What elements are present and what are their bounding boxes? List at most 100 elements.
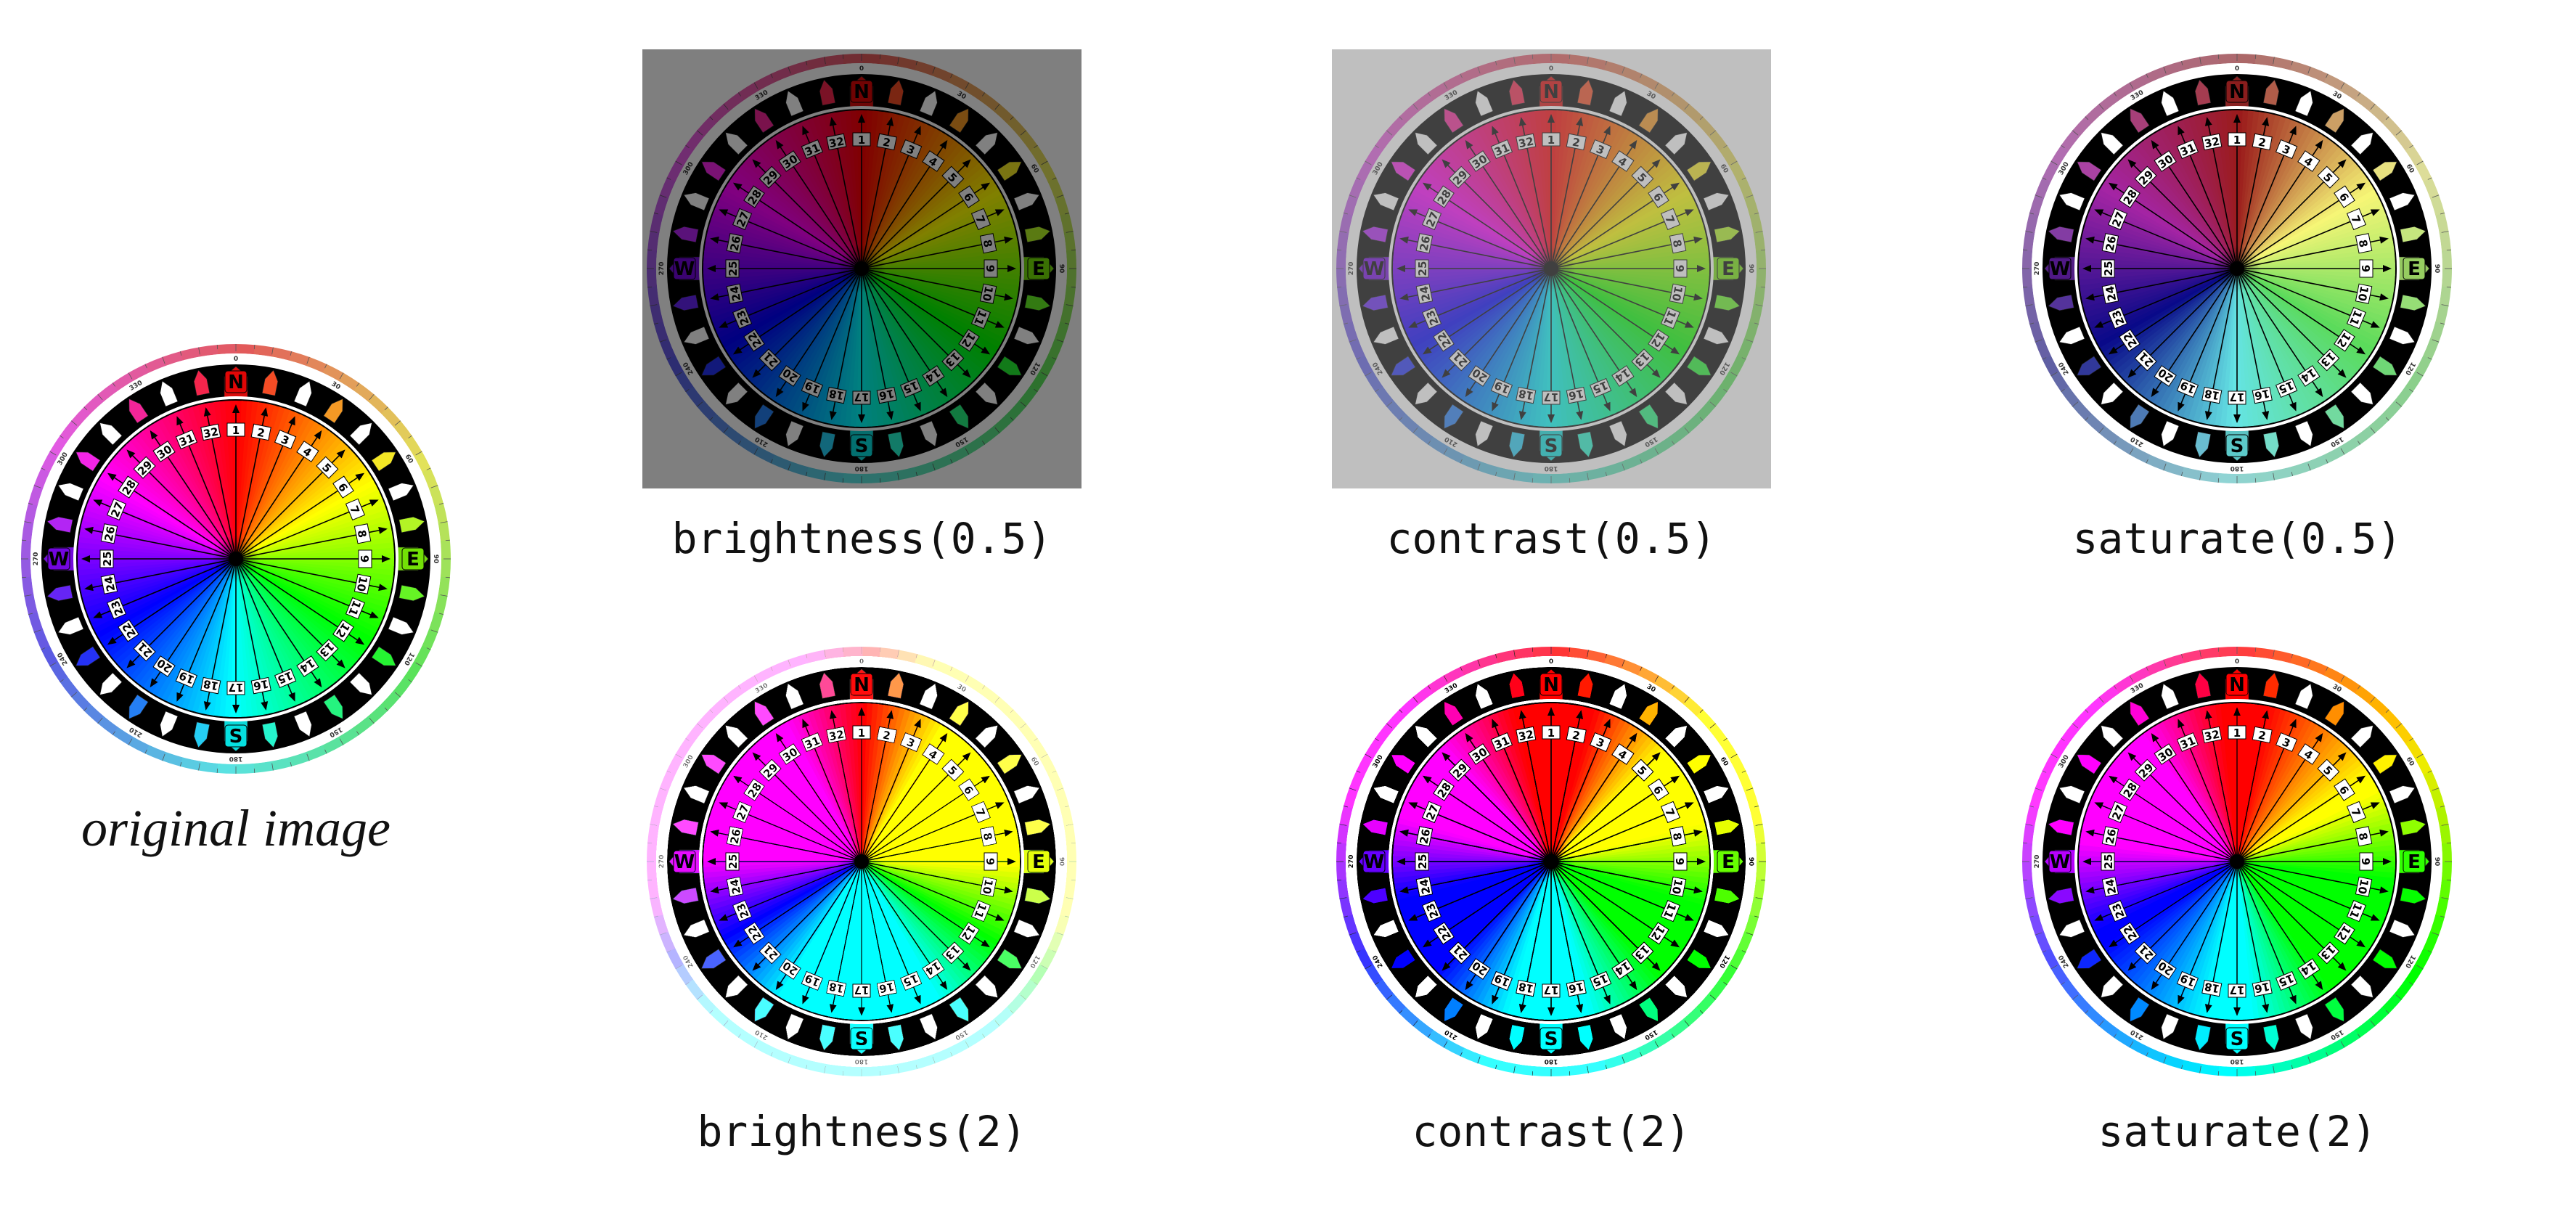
- cardinal-box: [850, 673, 873, 696]
- degree-tick: [2035, 195, 2043, 198]
- point-tag: 32: [826, 726, 847, 743]
- pointer-marker: [1686, 356, 1712, 376]
- outer-rim-segment: [2199, 54, 2220, 67]
- degree-tick: [2163, 463, 2167, 471]
- outer-rim-segment: [1568, 1063, 1589, 1076]
- pointer-marker: [2194, 431, 2212, 458]
- outer-rim-segment: [931, 1047, 953, 1064]
- point-tag: 2: [1566, 133, 1587, 151]
- spoke-arrow: [1629, 732, 1637, 742]
- degree-tick: [932, 1056, 936, 1064]
- outer-rim-segment: [1669, 685, 1690, 705]
- cardinal-box: [1540, 1027, 1563, 1050]
- point-tag: 8: [979, 233, 997, 254]
- degree-tick: [1427, 1034, 1431, 1038]
- spoke-arrow: [858, 414, 865, 423]
- outer-rim-segment: [2061, 129, 2081, 151]
- outer-rim-segment: [1696, 116, 1717, 138]
- outer-rim-segment: [770, 659, 793, 676]
- degree-tick: [2199, 1065, 2201, 1073]
- outer-rim-segment: [2023, 230, 2035, 251]
- outer-rim-segment: [931, 66, 954, 83]
- degree-tick: [2370, 103, 2376, 110]
- degree-tick: [1654, 82, 1659, 89]
- spoke-arrow: [2337, 159, 2347, 168]
- outer-rim-segment: [1718, 371, 1738, 393]
- point-tag: 15: [1589, 970, 1612, 991]
- outer-rim-segment: [1494, 1059, 1516, 1073]
- degree-tick: [1672, 1034, 1675, 1038]
- panel-brightness-two: 0 30 60 90 120 150 180 210 240 270 300 330 N E S W 1 2 3 4 5…: [642, 642, 1085, 1172]
- white-ring: [73, 396, 398, 721]
- outer-rim-segment: [769, 1047, 792, 1064]
- outer-rim-segment: [2050, 370, 2069, 392]
- outer-rim-segment: [1568, 470, 1589, 483]
- degree-tick: [2042, 950, 2047, 953]
- outer-rim-segment: [128, 364, 150, 381]
- degree-tick: [685, 982, 690, 986]
- outer-rim-segment: [2254, 54, 2276, 67]
- pointer-marker: [1475, 1013, 1494, 1040]
- outer-rim-segment: [2025, 896, 2039, 917]
- degree-tick: [1622, 659, 1625, 667]
- point-label: 16: [2254, 980, 2271, 996]
- spoke-arrow: [1693, 293, 1703, 301]
- spoke-arrow: [2356, 775, 2366, 784]
- pointer-marker: [1391, 161, 1416, 181]
- outer-rim-segment: [1696, 709, 1717, 731]
- outer-rim-segment: [860, 472, 880, 483]
- pointer-marker: [2161, 1013, 2180, 1040]
- spoke-arrow: [994, 321, 1005, 328]
- outer-rim-segment: [1349, 338, 1365, 360]
- outer-rim-segment: [654, 194, 669, 216]
- outer-rim-segment: [1707, 386, 1727, 408]
- outer-rim-segment: [270, 757, 292, 771]
- pointer-marker: [997, 949, 1022, 969]
- pointer-marker: [949, 997, 969, 1022]
- degree-tick: [1065, 915, 1070, 917]
- outer-rim-segment: [1054, 915, 1069, 936]
- degree-tick: [1746, 932, 1754, 936]
- pointer-marker: [725, 975, 748, 998]
- point-label: 10: [354, 576, 370, 593]
- pointer-marker: [2130, 997, 2150, 1022]
- outer-rim-segment: [367, 394, 389, 414]
- spoke-arrow: [1693, 886, 1703, 894]
- degree-tick: [675, 965, 682, 970]
- degree-tick: [650, 231, 658, 233]
- outer-rim-segment: [1551, 54, 1571, 65]
- pointer-marker: [725, 382, 748, 405]
- outer-rim-segment: [647, 230, 660, 251]
- outer-rim-segment: [1587, 57, 1608, 71]
- degree-tick: [290, 351, 292, 356]
- point-label: 2: [882, 729, 892, 743]
- spoke-arrow: [1697, 265, 1706, 272]
- degree-tick: [723, 696, 729, 703]
- outer-rim-segment: [2290, 654, 2312, 669]
- outer-rim-segment: [1398, 413, 1420, 433]
- degree-label: 0: [2235, 65, 2239, 73]
- degree-tick: [709, 709, 713, 713]
- point-tag: 25: [725, 852, 740, 871]
- point-tag: 16: [1566, 980, 1587, 997]
- degree-tick: [1640, 459, 1643, 464]
- degree-tick: [1056, 339, 1064, 343]
- point-tag: 8: [1669, 233, 1687, 254]
- point-tag: 18: [2201, 387, 2223, 404]
- outer-rim-segment: [1637, 666, 1660, 684]
- pointer-marker: [1415, 975, 1438, 998]
- degree-tick: [2025, 304, 2033, 306]
- outer-rim-segment: [24, 502, 38, 523]
- pointer-marker: [2101, 725, 2124, 748]
- pointer-marker: [1714, 226, 1741, 243]
- cardinal-box: [850, 80, 873, 103]
- degree-tick: [1349, 788, 1357, 791]
- point-tag: 2: [2252, 726, 2273, 744]
- outer-rim-segment: [305, 745, 327, 761]
- degree-tick: [2217, 54, 2220, 60]
- outer-rim-segment: [1339, 804, 1354, 826]
- degree-tick: [1065, 806, 1070, 808]
- degree-tick: [1684, 1020, 1690, 1027]
- point-tag: 16: [876, 980, 897, 997]
- degree-tick: [753, 1041, 759, 1048]
